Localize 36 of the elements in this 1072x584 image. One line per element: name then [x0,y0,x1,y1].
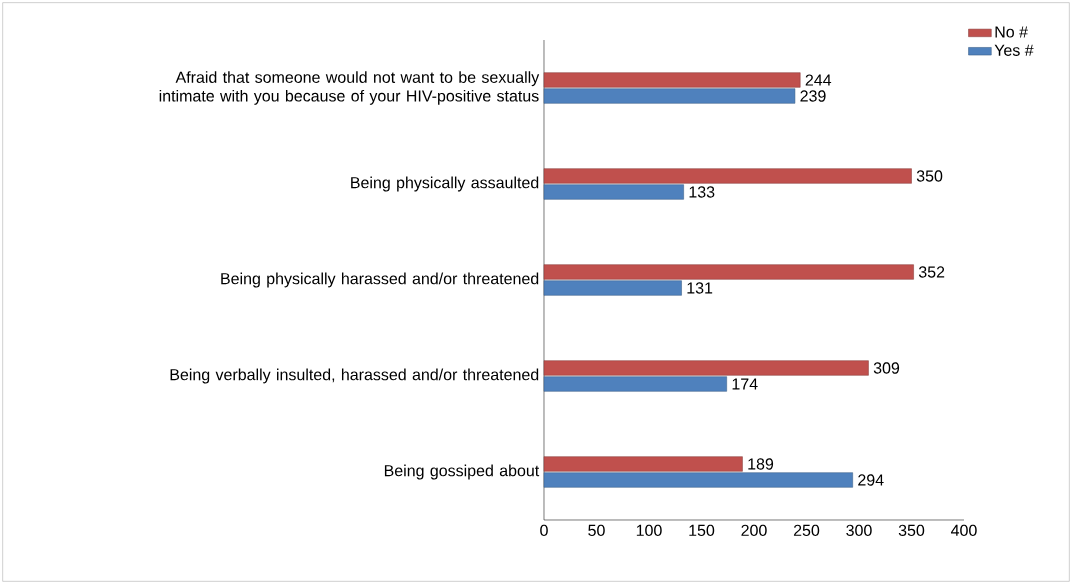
legend-label: Yes # [994,44,1034,56]
legend-label: No # [995,26,1028,38]
x-tick-label: 50 [588,524,605,537]
x-tick-label: 300 [846,524,872,537]
x-tick-label: 150 [689,524,715,537]
bar [543,184,684,200]
bar [543,72,801,88]
bar [543,88,796,104]
bar [543,168,912,184]
x-tick-label: 200 [741,524,767,537]
bar [543,360,869,376]
y-tick-label: Being physically harassed and/or threatened [221,272,539,288]
data-label: 309 [873,362,900,374]
data-label: 244 [805,74,832,86]
data-label: 189 [748,458,774,470]
data-label: 294 [858,474,884,486]
y-tick-label: Being gossiped about [384,464,540,480]
bar [543,264,914,280]
data-label: 350 [916,170,943,182]
bar [543,472,853,488]
data-label: 239 [800,90,826,102]
data-label: 131 [687,282,713,294]
x-tick-label: 350 [898,524,925,537]
y-tick-label: Afraid that someone would not want to be sexually intimate with you because of your HIV-positive status [159,71,540,105]
data-label: 174 [732,378,758,390]
x-tick-label: 250 [793,524,820,537]
y-tick-label: Being physically assaulted [351,176,539,192]
y-tick-label: Being verbally insulted, harassed and/or threatened [170,368,539,384]
x-tick-label: 0 [540,524,548,537]
bar [543,456,743,472]
bar [543,280,682,296]
x-tick-label: 400 [951,524,977,537]
bar [543,376,727,392]
x-tick-label: 100 [636,524,662,537]
data-label: 352 [918,266,945,278]
data-label: 133 [689,186,715,198]
